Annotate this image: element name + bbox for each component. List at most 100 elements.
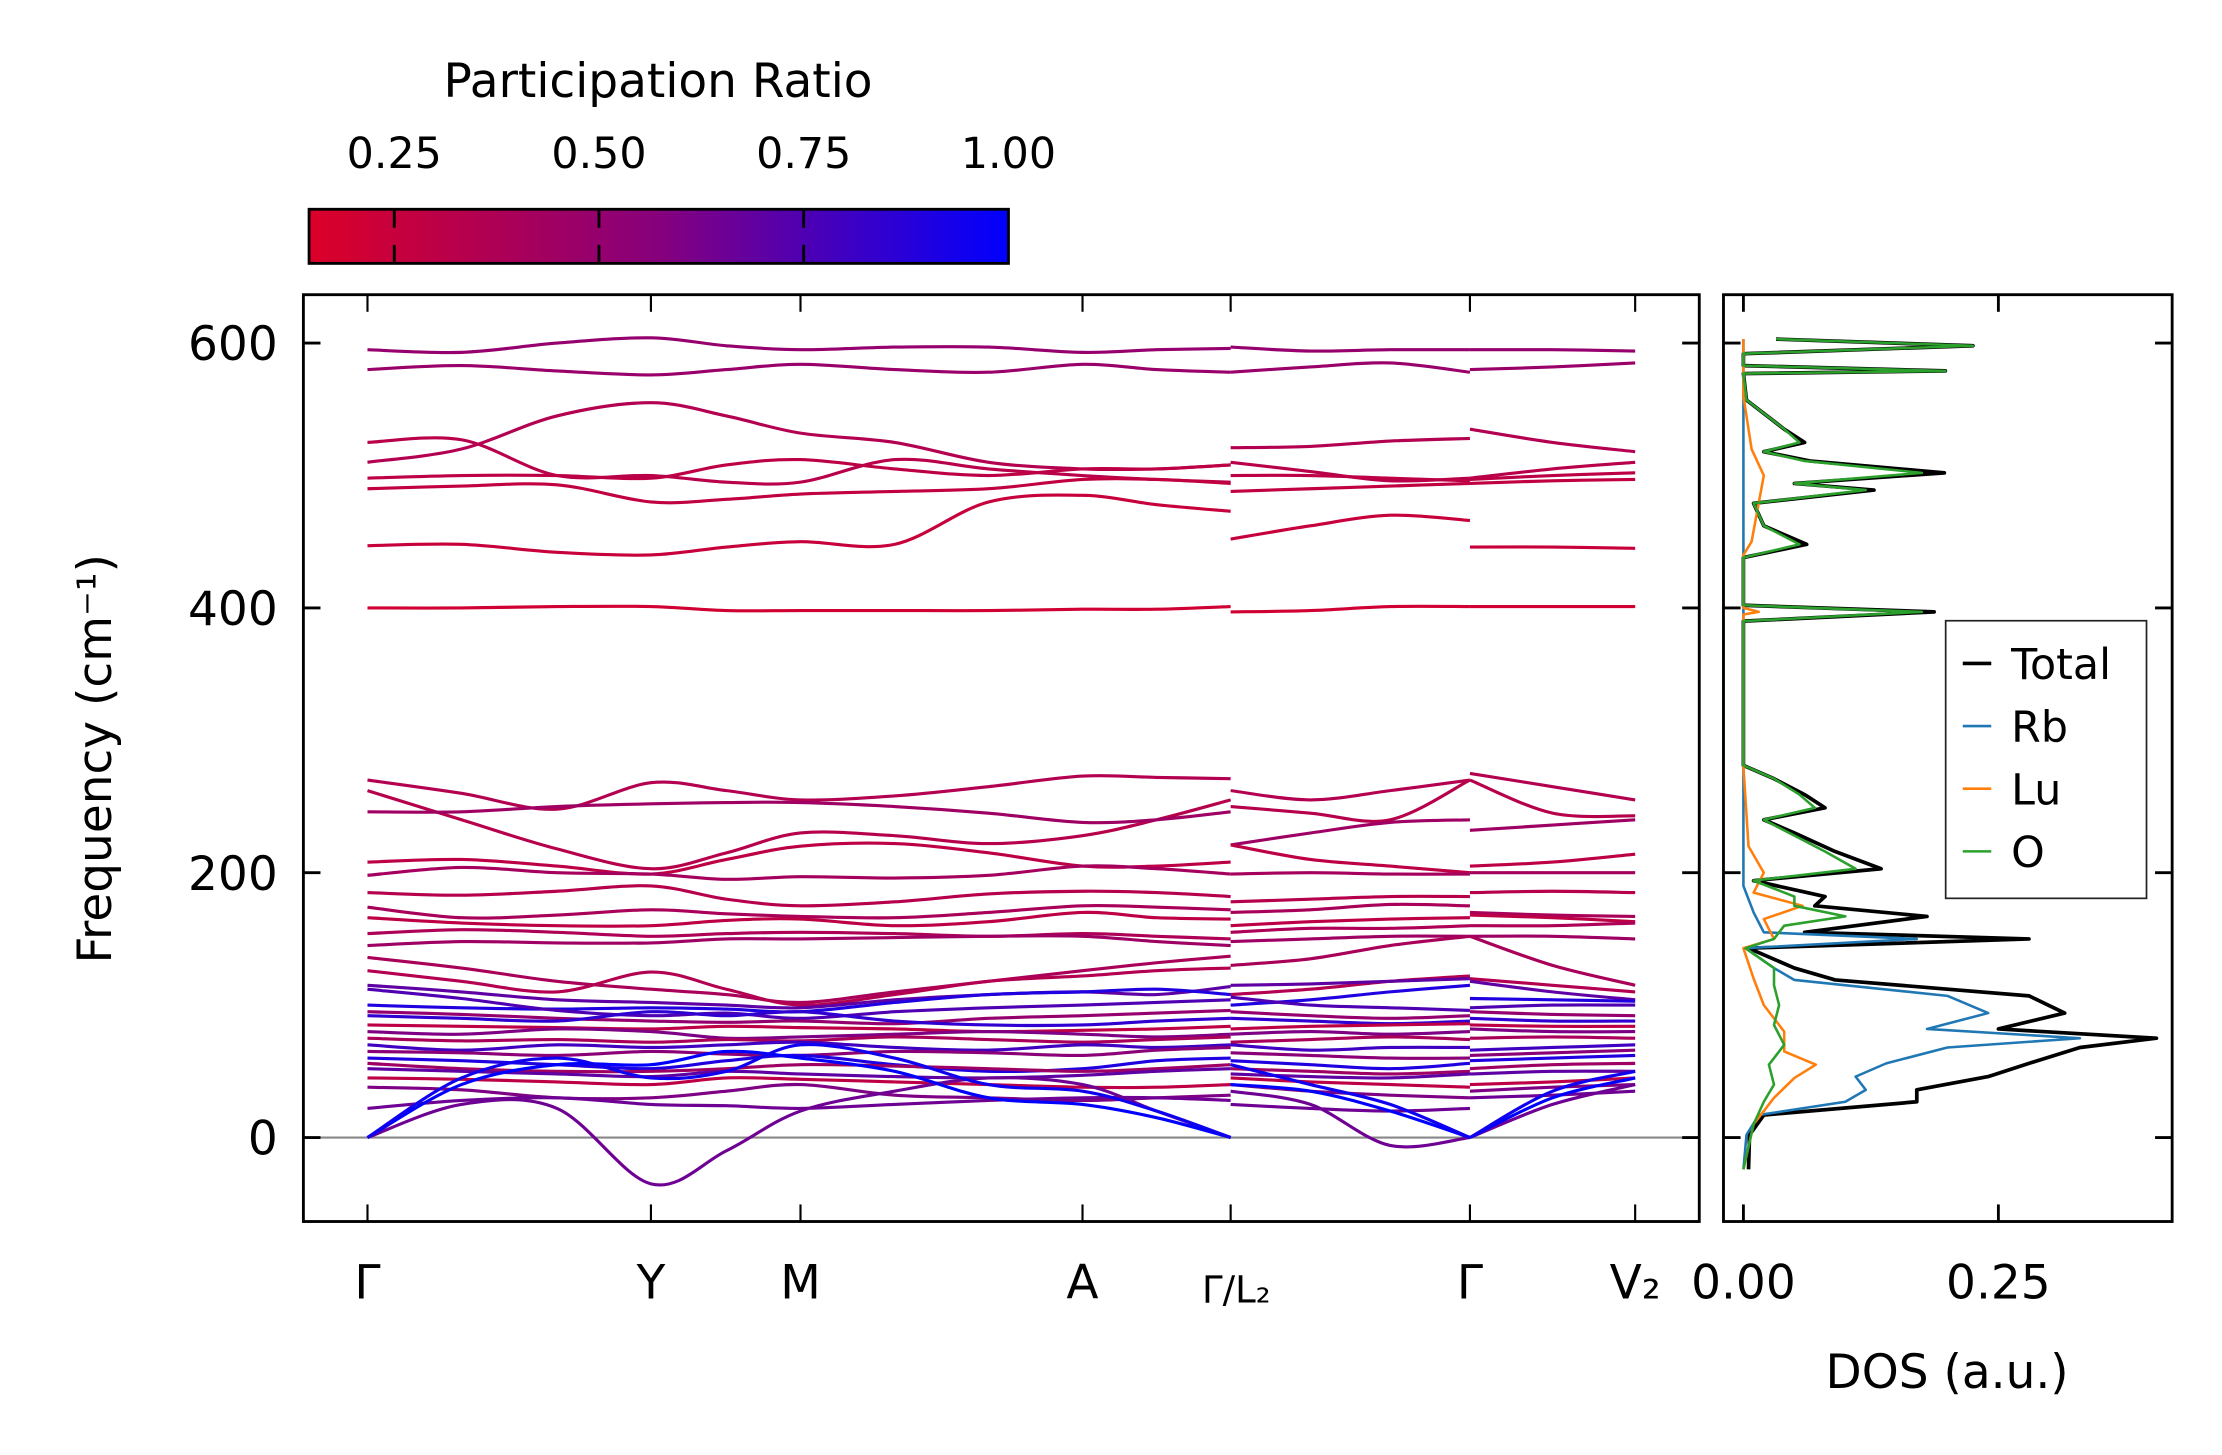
phonon-band xyxy=(1469,1048,1636,1057)
x-tick-label: Γ xyxy=(1457,1255,1483,1310)
phonon-band xyxy=(1230,1089,1471,1149)
dos-panel: 0.00 0.25 DOS (a.u.) Total Rb Lu O xyxy=(1691,293,2174,1400)
phonon-band xyxy=(367,436,1231,486)
phonon-band xyxy=(1230,934,1471,967)
phonon-band xyxy=(1469,1010,1636,1018)
phonon-band xyxy=(367,1053,1231,1074)
phonon-band xyxy=(1469,427,1636,454)
phonon-band xyxy=(366,1042,1232,1139)
phonon-band xyxy=(1230,1043,1470,1052)
phonon-band xyxy=(1230,345,1470,353)
phonon-band xyxy=(367,1095,1231,1110)
phonon-band xyxy=(1230,818,1470,847)
phonon-band xyxy=(1469,1082,1636,1093)
phonon-band xyxy=(1230,513,1471,541)
colorbar-tick-label: 0.25 xyxy=(347,129,442,179)
phonon-band xyxy=(1230,1030,1470,1036)
phonon-band xyxy=(367,336,1231,355)
phonon-band xyxy=(367,1040,1231,1052)
x-tick-label: M xyxy=(780,1255,821,1310)
colorbar-tick-label: 0.50 xyxy=(551,129,646,179)
phonon-band xyxy=(1469,818,1636,832)
phonon-band xyxy=(1469,460,1636,480)
phonon-band xyxy=(367,884,1231,908)
dos-x-axis-label: DOS (a.u.) xyxy=(1826,1345,2069,1400)
phonon-band xyxy=(367,864,1231,881)
phonon-band xyxy=(1230,1072,1471,1080)
phonon-band xyxy=(1230,1010,1470,1020)
dos-x-tick-label: 0.25 xyxy=(1946,1255,2051,1310)
phonon-band xyxy=(1230,995,1470,1012)
dos-curve-o xyxy=(1742,337,1975,1170)
phonon-band xyxy=(1469,996,1636,1003)
phonon-band xyxy=(1469,979,1636,1002)
phonon-band xyxy=(367,1010,1231,1028)
phonon-band xyxy=(1230,436,1470,450)
phonon-band xyxy=(1230,894,1470,904)
phonon-band xyxy=(367,1023,1231,1034)
phonon-band xyxy=(1469,921,1636,928)
phonon-band xyxy=(1469,545,1636,550)
phonon-band xyxy=(1469,1043,1636,1052)
phonon-band xyxy=(1230,843,1471,875)
phonon-band xyxy=(1469,1061,1636,1071)
phonon-band xyxy=(367,1027,1231,1041)
phonon-band xyxy=(367,987,1231,1020)
x-tick-label-gamma-l2: Γ/L₂ xyxy=(1202,1269,1271,1312)
phonon-band xyxy=(1230,473,1470,483)
x-tick-label: Y xyxy=(636,1255,666,1310)
phonon-band xyxy=(1469,1053,1636,1063)
legend-label: Total xyxy=(2010,640,2111,690)
phonon-band xyxy=(367,928,1231,941)
phonon-band xyxy=(367,934,1231,948)
dos-curve-lu xyxy=(1742,339,1818,1170)
colorbar-gradient xyxy=(307,207,1010,265)
phonon-bands xyxy=(366,336,1636,1187)
phonon-band xyxy=(1230,871,1470,876)
phonon-band xyxy=(1230,974,1471,997)
phonon-band xyxy=(1230,778,1471,823)
phonon-band xyxy=(1469,934,1636,941)
phonon-band xyxy=(1230,778,1471,802)
phonon-band xyxy=(1469,1035,1636,1040)
y-tick-label: 600 xyxy=(188,317,278,372)
phonon-band xyxy=(1230,1035,1470,1044)
colorbar-ticks: 0.25 0.50 0.75 1.00 xyxy=(347,129,1056,264)
phonon-band xyxy=(1230,934,1470,944)
phonon-band xyxy=(367,966,1231,1007)
phonon-band xyxy=(1230,1016,1470,1026)
x-tick-label: Γ xyxy=(354,1255,380,1310)
phonon-band xyxy=(1230,902,1470,915)
y-tick-label: 0 xyxy=(248,1112,278,1167)
legend-label: O xyxy=(2011,828,2045,878)
phonon-band xyxy=(1230,1102,1470,1113)
band-axes-frame xyxy=(301,293,1701,1223)
phonon-band xyxy=(1469,1076,1636,1087)
phonon-band xyxy=(1230,1059,1471,1071)
phonon-band xyxy=(367,457,1231,481)
phonon-band xyxy=(1469,771,1636,802)
phonon-band xyxy=(1230,1076,1470,1089)
phonon-band xyxy=(367,493,1231,557)
dos-axes-frame xyxy=(1722,293,2174,1223)
legend-label: Rb xyxy=(2011,703,2068,753)
phonon-band xyxy=(1230,361,1471,374)
phonon-band xyxy=(1469,977,1636,994)
phonon-band xyxy=(367,1082,1231,1103)
phonon-band xyxy=(1469,1089,1636,1100)
phonon-band xyxy=(1230,1067,1470,1076)
phonon-band xyxy=(1230,983,1471,1007)
phonon-band xyxy=(367,362,1231,377)
legend-label: Lu xyxy=(2011,765,2061,815)
phonon-band xyxy=(1469,934,1636,987)
phonon-band xyxy=(1469,778,1636,819)
band-structure-panel: 0 200 400 600 Γ Y M A Γ V₂ Γ/L₂ Frequency (cm⁻¹) xyxy=(68,293,2173,1312)
phonon-band xyxy=(1469,1069,1636,1076)
phonon-band xyxy=(366,1076,1232,1187)
phonon-band xyxy=(1469,1069,1636,1139)
phonon-band xyxy=(1230,481,1470,493)
phonon-band xyxy=(1230,1063,1471,1139)
x-tick-label: A xyxy=(1066,1255,1098,1310)
phonon-band xyxy=(367,1067,1231,1080)
